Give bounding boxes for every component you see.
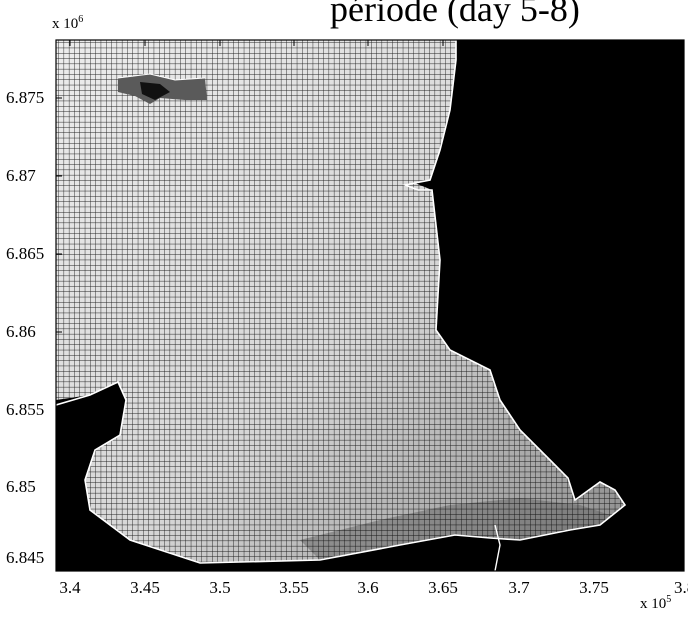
y-tick-label: 6.875 — [6, 88, 45, 107]
x-tick-label: 3.8 — [674, 578, 688, 597]
y-tick-label: 6.865 — [6, 244, 45, 263]
y-tick-label: 6.855 — [6, 400, 45, 419]
x-tick-label: 3.75 — [579, 578, 609, 597]
x-tick-label: 3.55 — [279, 578, 309, 597]
x-tick-label: 3.4 — [59, 578, 81, 597]
river-inlet — [494, 524, 501, 571]
x-tick-label: 3.5 — [209, 578, 231, 597]
tick-marks — [56, 40, 684, 571]
x-tick-label: 3.65 — [428, 578, 458, 597]
coastline — [56, 40, 627, 564]
y-tick-label: 6.87 — [6, 166, 36, 185]
x-tick-label: 3.45 — [130, 578, 160, 597]
computational-grid — [56, 40, 625, 563]
x-axis-exponent: x 105 — [640, 594, 672, 612]
y-tick-label: 6.86 — [6, 322, 36, 341]
island-core — [140, 82, 170, 100]
y-tick-label: 6.85 — [6, 477, 36, 496]
axes-frame — [55, 39, 685, 572]
y-axis-exponent: x 106 — [52, 14, 84, 32]
island-shore — [117, 73, 206, 81]
x-tick-label: 3.7 — [508, 578, 530, 597]
figure-caption-fragment: période (day 5-8) — [330, 0, 580, 29]
y-tick-label: 6.845 — [6, 548, 45, 567]
x-tick-label: 3.6 — [357, 578, 379, 597]
